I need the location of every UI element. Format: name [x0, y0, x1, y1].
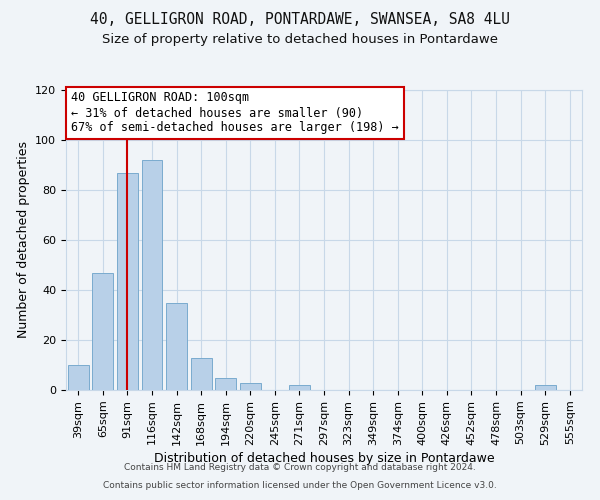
Text: Contains public sector information licensed under the Open Government Licence v3: Contains public sector information licen…: [103, 481, 497, 490]
Bar: [92, 272, 113, 390]
Bar: [215, 378, 236, 390]
Y-axis label: Number of detached properties: Number of detached properties: [17, 142, 29, 338]
Text: Contains HM Land Registry data © Crown copyright and database right 2024.: Contains HM Land Registry data © Crown c…: [124, 464, 476, 472]
Bar: [117, 172, 138, 390]
Bar: [240, 382, 261, 390]
Text: 40, GELLIGRON ROAD, PONTARDAWE, SWANSEA, SA8 4LU: 40, GELLIGRON ROAD, PONTARDAWE, SWANSEA,…: [90, 12, 510, 28]
Text: 40 GELLIGRON ROAD: 100sqm
← 31% of detached houses are smaller (90)
67% of semi-: 40 GELLIGRON ROAD: 100sqm ← 31% of detac…: [71, 92, 399, 134]
Bar: [191, 358, 212, 390]
Bar: [68, 365, 89, 390]
Bar: [166, 302, 187, 390]
Text: Size of property relative to detached houses in Pontardawe: Size of property relative to detached ho…: [102, 32, 498, 46]
Bar: [142, 160, 163, 390]
X-axis label: Distribution of detached houses by size in Pontardawe: Distribution of detached houses by size …: [154, 452, 494, 465]
Bar: [535, 385, 556, 390]
Bar: [289, 385, 310, 390]
